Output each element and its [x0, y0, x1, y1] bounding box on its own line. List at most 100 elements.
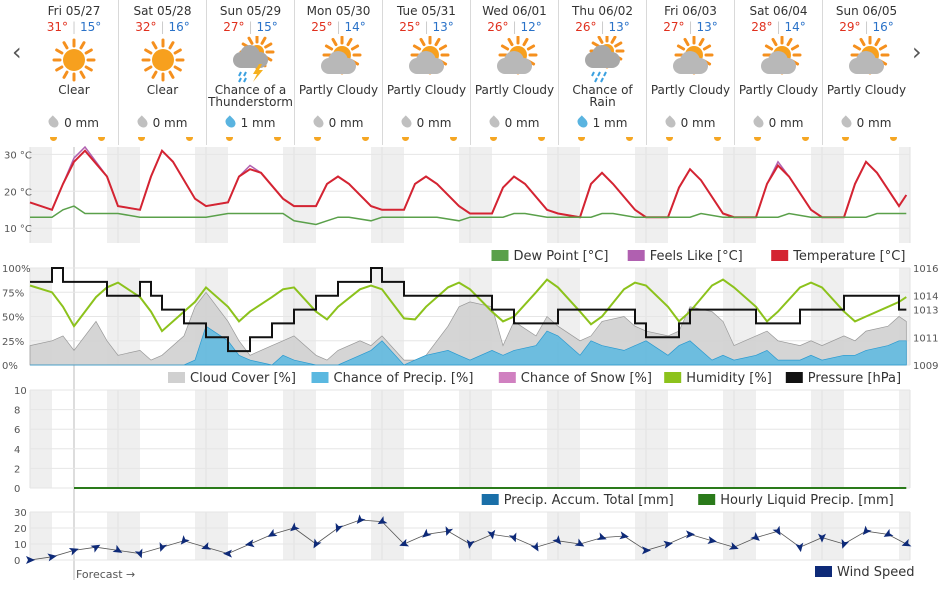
wind-direction-arrow — [728, 542, 739, 550]
day-column[interactable]: Fri 05/27 31° | 15° Clear 0 mm — [30, 0, 118, 145]
y-tick-label: 25% — [2, 337, 24, 348]
precip-amount: 0 mm — [735, 115, 822, 130]
day-column[interactable]: Sat 06/04 28° | 14° Partly Cloudy 0 mm — [734, 0, 822, 145]
wind-arrow-head — [47, 553, 57, 562]
precip-amount: 1 mm — [559, 115, 646, 130]
day-column[interactable]: Mon 05/30 25° | 14° Partly Cloudy 0 mm — [294, 0, 382, 145]
night-band — [470, 147, 492, 243]
wind-direction-arrow — [552, 535, 562, 545]
day-date: Mon 05/30 — [306, 4, 371, 18]
temp-separator: | — [248, 20, 253, 34]
day-column[interactable]: Sun 06/05 29° | 16° Partly Cloudy 0 mm — [822, 0, 910, 145]
pressure-line — [30, 267, 907, 353]
legend-swatch — [311, 372, 329, 383]
night-band — [294, 147, 316, 243]
low-temp: 16° — [872, 20, 894, 34]
wind-arrow-head — [619, 531, 629, 540]
low-temp: 13° — [608, 20, 630, 34]
day-column[interactable]: Thu 06/02 26° | 13° Chance of Rain 1 mm — [558, 0, 646, 145]
wind-arrow-head — [159, 542, 168, 552]
chevron-left-icon[interactable]: ‹ — [12, 38, 22, 66]
day-date: Fri 05/27 — [47, 4, 101, 18]
partly-cloudy-icon — [471, 35, 558, 84]
day-column[interactable]: Wed 06/01 26° | 12° Partly Cloudy 0 mm — [470, 0, 558, 145]
legend-label: Pressure [hPa] — [808, 371, 901, 386]
sunset-marker — [186, 137, 193, 141]
condition-text: Partly Cloudy — [298, 83, 379, 97]
condition-text: Clear — [146, 83, 179, 97]
wind-direction-arrow — [818, 533, 826, 543]
y-tick-label: 2 — [14, 464, 20, 475]
wind-arrow-head — [841, 538, 850, 549]
night-band — [294, 390, 316, 488]
sunny-icon — [30, 36, 118, 84]
wind-direction-arrow — [574, 538, 585, 547]
wind-arrow-head — [290, 522, 300, 532]
day-date: Fri 06/03 — [664, 4, 717, 18]
wind-arrow-head — [530, 541, 539, 552]
night-band — [635, 390, 646, 488]
legend-label: Wind Speed — [837, 565, 915, 580]
precip-value: 0 mm — [504, 116, 540, 130]
precip-value: 0 mm — [768, 116, 804, 130]
rain-icon — [559, 33, 646, 84]
chevron-right-icon[interactable]: › — [912, 38, 922, 66]
legend-label: Cloud Cover [%] — [190, 371, 296, 386]
legend-swatch — [627, 250, 645, 261]
wind-direction-arrow — [112, 544, 123, 553]
legend-label: Precip. Accum. Total [mm] — [504, 493, 674, 508]
night-band — [822, 390, 844, 488]
partly-cloudy-icon — [823, 35, 910, 84]
night-band — [371, 512, 382, 560]
sunrise-marker — [578, 137, 585, 141]
day-date: Sat 06/04 — [749, 4, 808, 18]
temp-separator: | — [424, 20, 429, 34]
night-band — [470, 390, 492, 488]
low-temp: 15° — [256, 20, 278, 34]
night-band — [195, 147, 206, 243]
night-band — [459, 147, 470, 243]
night-band — [195, 390, 206, 488]
sunset-marker — [274, 137, 281, 141]
night-band — [118, 512, 140, 560]
wind-arrow-head — [728, 542, 739, 550]
day-column[interactable]: Tue 05/31 25° | 13° Partly Cloudy 0 mm — [382, 0, 470, 145]
precip-amount: 0 mm — [119, 115, 206, 130]
temp-separator: | — [512, 20, 517, 34]
night-band — [195, 512, 206, 560]
wind-arrow-head — [445, 526, 454, 536]
precip-amount: 0 mm — [383, 115, 470, 130]
condition-text: Partly Cloudy — [386, 83, 467, 97]
wind-direction-arrow — [663, 540, 673, 549]
night-band — [107, 512, 118, 560]
wind-arrow-head — [883, 528, 894, 537]
low-temp: 14° — [344, 20, 366, 34]
legend-swatch — [815, 566, 832, 577]
night-band — [107, 147, 118, 243]
night-band — [382, 512, 404, 560]
wind-arrow-head — [267, 528, 278, 537]
condition-text: Partly Cloudy — [650, 83, 731, 97]
legend-label: Temperature [°C] — [792, 249, 905, 264]
day-column[interactable]: Sat 05/28 32° | 16° Clear 0 mm — [118, 0, 206, 145]
temp-separator: | — [336, 20, 341, 34]
temp-separator: | — [160, 20, 165, 34]
night-band — [371, 147, 382, 243]
wind-direction-arrow — [313, 538, 322, 549]
sunset-marker — [450, 137, 457, 141]
precip-value: 0 mm — [64, 116, 99, 130]
low-temp: 13° — [696, 20, 718, 34]
high-temp: 31° — [46, 20, 68, 34]
condition-text: Chance of Rain — [572, 83, 633, 109]
high-temp: 25° — [399, 20, 421, 34]
sunny-icon — [119, 36, 206, 84]
wind-arrow-head — [862, 525, 872, 536]
day-column[interactable]: Sun 05/29 27° | 15° Chance of a Thundersto… — [206, 0, 294, 145]
low-temp: 15° — [80, 20, 102, 34]
night-band — [547, 390, 558, 488]
night-band — [635, 147, 646, 243]
day-column[interactable]: Fri 06/03 27° | 13° Partly Cloudy 0 mm — [646, 0, 734, 145]
y-tick-label: 10 °C — [4, 224, 32, 235]
night-band — [459, 512, 470, 560]
